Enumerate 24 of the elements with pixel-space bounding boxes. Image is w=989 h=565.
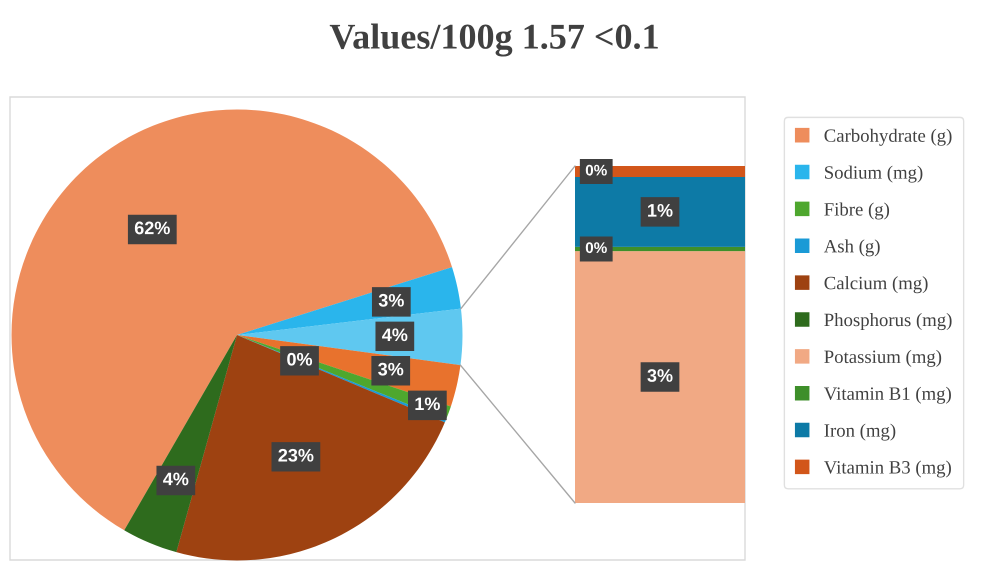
data-label: 4% [163, 472, 188, 486]
legend-label: Sodium (mg) [825, 166, 922, 183]
data-label: 4% [382, 328, 408, 342]
pie-slice [12, 110, 452, 530]
chart-title: Values/100g 1.57 <0.1 [330, 23, 658, 57]
data-label: 62% [134, 222, 170, 234]
legend-label: Carbohydrate (g) [824, 128, 952, 146]
legend-label: Vitamin B3 (mg) [824, 460, 951, 478]
legend-label: Iron (mg) [824, 424, 896, 441]
legend-label: Ash (g) [824, 239, 880, 256]
legend-label: Potassium (mg) [824, 350, 942, 367]
data-label: 3% [378, 362, 404, 376]
data-label: 1% [648, 204, 673, 217]
data-label: 1% [415, 397, 440, 410]
legend-label: Vitamin B1 (mg) [824, 386, 951, 404]
data-label: 0% [586, 164, 607, 176]
data-label: 0% [287, 352, 312, 366]
data-label: 3% [647, 369, 673, 382]
data-label: 3% [378, 294, 404, 307]
legend-label: Fibre (g) [824, 202, 890, 220]
data-label: 0% [586, 242, 607, 254]
legend-label: Calcium (mg) [824, 276, 928, 294]
data-label: 23% [278, 448, 314, 462]
legend-label: Phosphorus (mg) [824, 313, 952, 330]
